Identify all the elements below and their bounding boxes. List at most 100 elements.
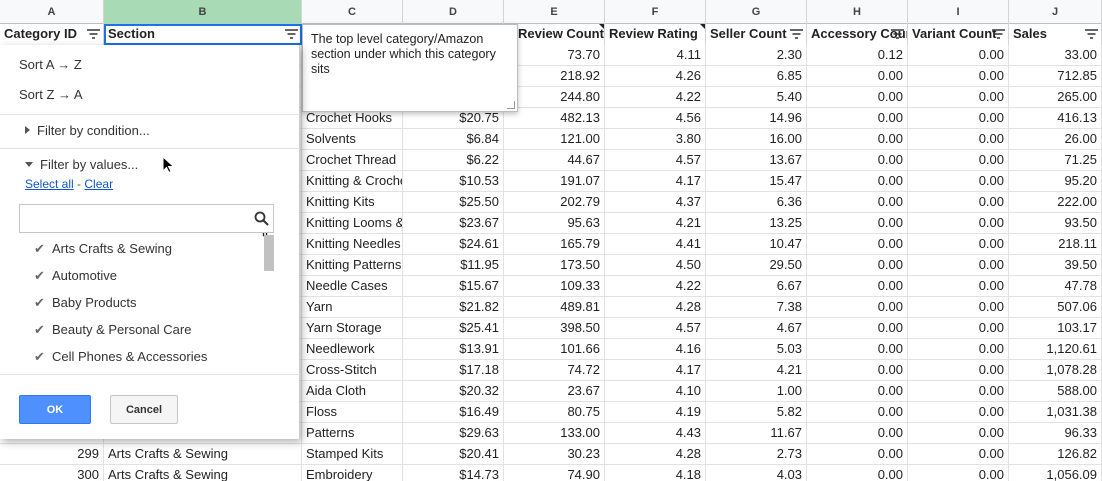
- table-cell-c[interactable]: Stamped Kits: [302, 444, 403, 465]
- table-cell-i[interactable]: 0.00: [908, 381, 1009, 402]
- filter-by-condition-toggle[interactable]: Filter by condition...: [25, 123, 150, 138]
- table-cell-g[interactable]: 13.67: [706, 150, 807, 171]
- table-cell-i[interactable]: 0.00: [908, 465, 1009, 481]
- table-cell-g[interactable]: 13.25: [706, 213, 807, 234]
- table-cell-e[interactable]: 173.50: [504, 255, 605, 276]
- table-cell-h[interactable]: 0.00: [807, 423, 908, 444]
- table-cell-d[interactable]: $25.41: [403, 318, 504, 339]
- table-cell-h[interactable]: 0.00: [807, 318, 908, 339]
- table-cell-b[interactable]: [104, 129, 302, 150]
- table-cell-e[interactable]: 133.00: [504, 423, 605, 444]
- table-cell-i[interactable]: 0.00: [908, 45, 1009, 66]
- table-cell-e[interactable]: 202.79: [504, 192, 605, 213]
- table-cell-f[interactable]: 4.50: [605, 255, 706, 276]
- sort-a-z-option[interactable]: Sort A → Z: [19, 57, 82, 72]
- table-cell-e[interactable]: 398.50: [504, 318, 605, 339]
- col-letter-f[interactable]: F: [605, 0, 706, 24]
- table-cell-d[interactable]: $29.63: [403, 423, 504, 444]
- values-search-field[interactable]: [19, 204, 274, 233]
- table-cell-e[interactable]: 218.92: [504, 66, 605, 87]
- value-option[interactable]: ✔ Beauty & Personal Care: [19, 316, 275, 343]
- table-cell-i[interactable]: 0.00: [908, 360, 1009, 381]
- table-cell-e[interactable]: 191.07: [504, 171, 605, 192]
- header-cell-sales[interactable]: Sales: [1009, 24, 1102, 45]
- table-cell-b[interactable]: [104, 87, 302, 108]
- table-cell-f[interactable]: 4.18: [605, 465, 706, 481]
- table-cell-c[interactable]: Aida Cloth: [302, 381, 403, 402]
- table-cell-f[interactable]: 4.41: [605, 234, 706, 255]
- table-cell-e[interactable]: 44.67: [504, 150, 605, 171]
- table-cell-g[interactable]: 6.85: [706, 66, 807, 87]
- table-cell-g[interactable]: 7.38: [706, 297, 807, 318]
- table-cell-h[interactable]: 0.00: [807, 150, 908, 171]
- table-cell-i[interactable]: 0.00: [908, 402, 1009, 423]
- table-cell-d[interactable]: $13.91: [403, 339, 504, 360]
- table-cell-g[interactable]: 5.03: [706, 339, 807, 360]
- filter-by-values-toggle[interactable]: Filter by values...: [25, 157, 138, 172]
- table-cell-f[interactable]: 4.37: [605, 192, 706, 213]
- filter-button-icon[interactable]: [790, 29, 803, 40]
- col-letter-h[interactable]: H: [807, 0, 908, 24]
- col-letter-g[interactable]: G: [706, 0, 807, 24]
- table-cell-j[interactable]: 126.82: [1009, 444, 1102, 465]
- table-cell-j[interactable]: 1,120.61: [1009, 339, 1102, 360]
- filter-button-icon[interactable]: [1085, 29, 1098, 40]
- table-cell-e[interactable]: 73.70: [504, 45, 605, 66]
- table-cell-e[interactable]: 109.33: [504, 276, 605, 297]
- table-cell-b[interactable]: [104, 45, 302, 66]
- table-cell-f[interactable]: 4.21: [605, 213, 706, 234]
- table-cell-f[interactable]: 4.22: [605, 276, 706, 297]
- table-cell-f[interactable]: 4.17: [605, 171, 706, 192]
- values-search-input[interactable]: [20, 205, 240, 232]
- col-letter-e[interactable]: E: [504, 0, 605, 24]
- col-letter-d[interactable]: D: [403, 0, 504, 24]
- table-cell-b[interactable]: [104, 108, 302, 129]
- col-letter-c[interactable]: C: [302, 0, 403, 24]
- table-cell-b[interactable]: [104, 150, 302, 171]
- table-cell-c[interactable]: Knitting Kits: [302, 192, 403, 213]
- table-cell-e[interactable]: 121.00: [504, 129, 605, 150]
- table-cell-b[interactable]: [104, 318, 302, 339]
- cancel-button[interactable]: Cancel: [110, 395, 178, 424]
- table-cell-j[interactable]: 71.25: [1009, 150, 1102, 171]
- table-cell-a[interactable]: 299: [0, 444, 104, 465]
- table-cell-f[interactable]: 4.28: [605, 444, 706, 465]
- header-cell-review-count[interactable]: Review Count: [504, 24, 605, 45]
- table-cell-f[interactable]: 4.22: [605, 87, 706, 108]
- table-cell-g[interactable]: 2.73: [706, 444, 807, 465]
- table-cell-j[interactable]: 26.00: [1009, 129, 1102, 150]
- table-cell-g[interactable]: 6.36: [706, 192, 807, 213]
- table-cell-j[interactable]: 265.00: [1009, 87, 1102, 108]
- col-letter-i[interactable]: I: [908, 0, 1009, 24]
- table-cell-c[interactable]: Embroidery: [302, 465, 403, 481]
- table-cell-e[interactable]: 244.80: [504, 87, 605, 108]
- table-cell-a[interactable]: 300: [0, 465, 104, 481]
- header-cell-accessory-count[interactable]: Accessory Count: [807, 24, 908, 45]
- table-cell-d[interactable]: $23.67: [403, 213, 504, 234]
- table-cell-j[interactable]: 712.85: [1009, 66, 1102, 87]
- table-cell-f[interactable]: 4.17: [605, 360, 706, 381]
- select-all-link[interactable]: Select all: [25, 177, 74, 191]
- table-cell-d[interactable]: $20.75: [403, 108, 504, 129]
- table-cell-d[interactable]: $15.67: [403, 276, 504, 297]
- table-cell-d[interactable]: $14.73: [403, 465, 504, 481]
- table-cell-j[interactable]: 1,031.38: [1009, 402, 1102, 423]
- filter-button-icon[interactable]: [87, 29, 100, 40]
- table-cell-j[interactable]: 47.78: [1009, 276, 1102, 297]
- table-cell-f[interactable]: 4.56: [605, 108, 706, 129]
- table-cell-b[interactable]: [104, 213, 302, 234]
- table-cell-b[interactable]: Arts Crafts & Sewing: [104, 444, 302, 465]
- filter-button-icon[interactable]: [992, 29, 1005, 40]
- table-cell-d[interactable]: $10.53: [403, 171, 504, 192]
- table-cell-c[interactable]: Yarn: [302, 297, 403, 318]
- table-cell-c[interactable]: Crochet Hooks: [302, 108, 403, 129]
- table-cell-i[interactable]: 0.00: [908, 318, 1009, 339]
- table-cell-h[interactable]: 0.00: [807, 129, 908, 150]
- table-cell-b[interactable]: [104, 234, 302, 255]
- table-cell-b[interactable]: [104, 402, 302, 423]
- table-cell-g[interactable]: 15.47: [706, 171, 807, 192]
- col-letter-j[interactable]: J: [1009, 0, 1102, 24]
- table-cell-b[interactable]: [104, 381, 302, 402]
- values-scrollbar[interactable]: [264, 235, 274, 271]
- table-cell-f[interactable]: 4.43: [605, 423, 706, 444]
